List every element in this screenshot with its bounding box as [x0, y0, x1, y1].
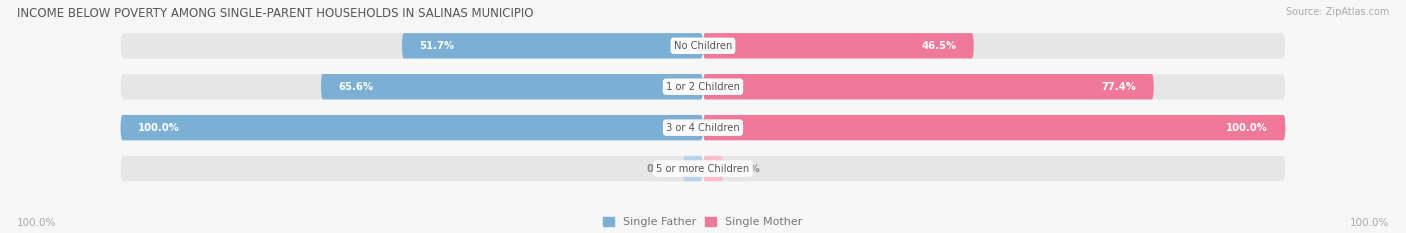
FancyBboxPatch shape: [121, 74, 703, 99]
Text: 100.0%: 100.0%: [138, 123, 180, 133]
FancyBboxPatch shape: [121, 115, 703, 140]
FancyBboxPatch shape: [703, 74, 1154, 99]
Text: 77.4%: 77.4%: [1101, 82, 1136, 92]
Text: 100.0%: 100.0%: [1226, 123, 1268, 133]
FancyBboxPatch shape: [703, 74, 1285, 99]
Text: 0.0%: 0.0%: [647, 164, 673, 174]
Legend: Single Father, Single Mother: Single Father, Single Mother: [603, 217, 803, 227]
Text: Source: ZipAtlas.com: Source: ZipAtlas.com: [1285, 7, 1389, 17]
Text: 3 or 4 Children: 3 or 4 Children: [666, 123, 740, 133]
Text: 100.0%: 100.0%: [17, 218, 56, 228]
FancyBboxPatch shape: [121, 33, 703, 58]
FancyBboxPatch shape: [703, 156, 1285, 181]
FancyBboxPatch shape: [402, 33, 703, 58]
FancyBboxPatch shape: [703, 33, 974, 58]
Text: 65.6%: 65.6%: [339, 82, 374, 92]
Text: 0.0%: 0.0%: [733, 164, 759, 174]
FancyBboxPatch shape: [703, 115, 1285, 140]
Text: 46.5%: 46.5%: [921, 41, 956, 51]
Text: 1 or 2 Children: 1 or 2 Children: [666, 82, 740, 92]
Text: 5 or more Children: 5 or more Children: [657, 164, 749, 174]
FancyBboxPatch shape: [703, 33, 1285, 58]
Text: No Children: No Children: [673, 41, 733, 51]
FancyBboxPatch shape: [321, 74, 703, 99]
FancyBboxPatch shape: [683, 156, 703, 181]
FancyBboxPatch shape: [121, 156, 703, 181]
Text: INCOME BELOW POVERTY AMONG SINGLE-PARENT HOUSEHOLDS IN SALINAS MUNICIPIO: INCOME BELOW POVERTY AMONG SINGLE-PARENT…: [17, 7, 533, 20]
FancyBboxPatch shape: [703, 156, 724, 181]
FancyBboxPatch shape: [121, 115, 703, 140]
Text: 51.7%: 51.7%: [419, 41, 454, 51]
Text: 100.0%: 100.0%: [1350, 218, 1389, 228]
FancyBboxPatch shape: [703, 115, 1285, 140]
